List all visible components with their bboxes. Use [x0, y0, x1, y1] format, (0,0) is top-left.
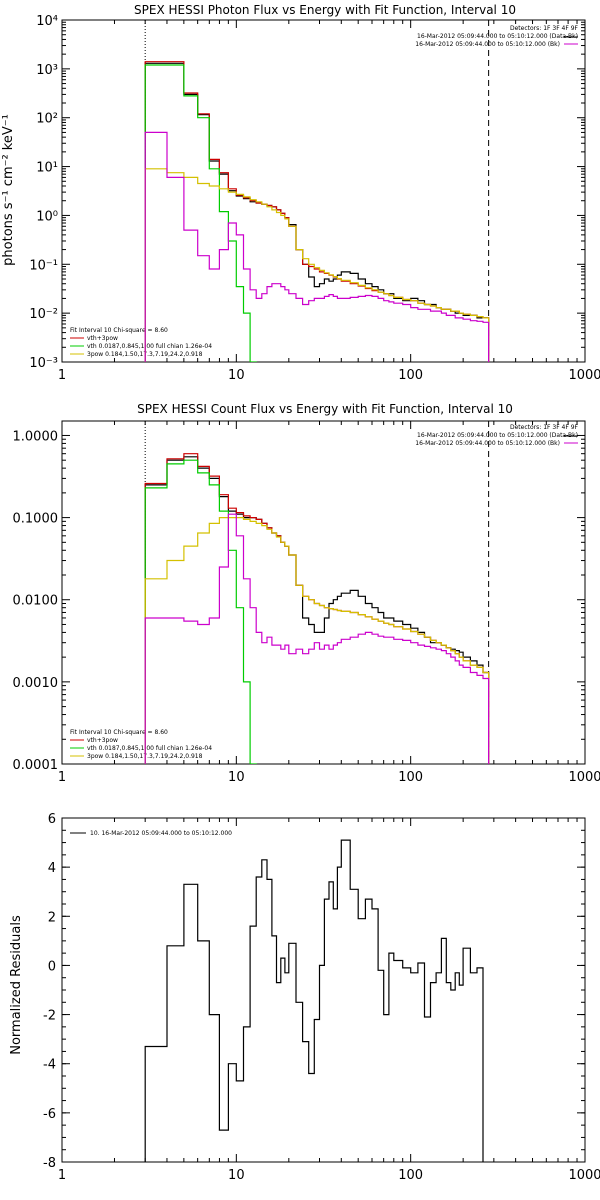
photon-header-line-1: Detectors: 1F 3F 4F 9F [510, 25, 579, 32]
x-tick-label: 1000 [568, 368, 600, 383]
count-header-line-1: Detectors: 1F 3F 4F 9F [510, 424, 579, 431]
count-flux-panel: SPEX HESSI Count Flux vs Energy with Fit… [70, 402, 579, 760]
y-tick-label: 4 [48, 861, 56, 876]
y-tick-label: 10⁴ [36, 14, 58, 29]
panel-3-plot: 1 10 100 1000 -8 -6 -4 -2 0 2 4 6 [43, 812, 600, 1183]
y-tick-label: 10³ [36, 63, 58, 78]
x-tick-label: 1 [58, 770, 66, 785]
panel-1-frame [61, 19, 586, 363]
panel-3-series [144, 839, 484, 1162]
count-flux-title: SPEX HESSI Count Flux vs Energy with Fit… [137, 402, 513, 416]
series-bk-line [144, 513, 490, 764]
y-tick-label: -8 [43, 1156, 56, 1171]
count-fit-legend-line-1: Fit Interval 10 Chi-square = 8.60 [70, 729, 168, 736]
photon-header-line-3: 16-Mar-2012 05:09:44.000 to 05:10:12.000… [415, 41, 560, 48]
y-tick-label: 10² [36, 112, 58, 127]
x-tick-label: 1 [58, 368, 66, 383]
y-tick-label: -6 [43, 1107, 56, 1122]
photon-fit-legend-line-2: vth+3pow [87, 335, 118, 342]
y-tick-label: 10⁻³ [29, 356, 58, 371]
count-fit-legend-line-3: vth 0.0187,0.845,1.00 full chian 1.26e-0… [87, 745, 212, 752]
x-tick-label: 1000 [568, 770, 600, 785]
y-tick-label: 10⁻¹ [29, 258, 58, 273]
y-tick-label: 0.0010 [13, 676, 59, 691]
residuals-panel: Normalized Residuals 10. 16-Mar-2012 05:… [9, 830, 232, 1055]
series-vth-line [144, 459, 257, 764]
residuals-ylabel: Normalized Residuals [9, 915, 24, 1055]
photon-fit-legend-line-3: vth 0.0187,0.845,1.00 full chian 1.26e-0… [87, 343, 212, 350]
x-tick-label: 1000 [568, 1168, 600, 1183]
y-tick-label: 6 [48, 812, 56, 827]
count-header-line-3: 16-Mar-2012 05:09:44.000 to 05:10:12.000… [415, 440, 560, 447]
series-bk-line [144, 131, 490, 362]
y-tick-label: 0 [48, 959, 56, 974]
x-tick-label: 10 [228, 368, 245, 383]
series-vth-line [144, 64, 257, 362]
panel-1-plot: 1 10 100 1000 10⁻³ 10⁻² 10⁻¹ 10⁰ 10¹ 10² 10³ 10⁴ [29, 14, 600, 383]
x-tick-label: 10 [228, 1168, 245, 1183]
y-tick-label: 1.0000 [13, 429, 59, 444]
count-header-line-2: 16-Mar-2012 05:09:44.000 to 05:10:12.000… [417, 432, 578, 439]
x-tick-label: 10 [228, 770, 245, 785]
y-tick-label: 0.1000 [13, 512, 59, 527]
photon-flux-panel: SPEX HESSI Photon Flux vs Energy with Fi… [1, 3, 579, 358]
y-tick-label: 10¹ [36, 161, 58, 176]
photon-fit-legend-line-1: Fit Interval 10 Chi-square = 8.60 [70, 327, 168, 334]
photon-header-line-2: 16-Mar-2012 05:09:44.000 to 05:10:12.000… [417, 33, 578, 40]
x-tick-label: 100 [398, 770, 423, 785]
y-tick-label: 0.0001 [13, 758, 59, 773]
y-tick-label: 0.0100 [13, 594, 59, 609]
y-tick-label: -2 [43, 1009, 56, 1024]
y-tick-label: -4 [43, 1058, 56, 1073]
y-tick-label: 10⁰ [36, 209, 58, 224]
panel-1-series [144, 61, 490, 362]
photon-flux-title: SPEX HESSI Photon Flux vs Energy with Fi… [134, 3, 516, 17]
y-tick-label: 10⁻² [29, 307, 58, 322]
x-tick-label: 1 [58, 1168, 66, 1183]
panel-2-series [144, 453, 490, 764]
y-tick-label: 2 [48, 910, 56, 925]
series-3pow-line [144, 168, 490, 362]
series-residuals-line [144, 839, 484, 1162]
residuals-legend-text: 10. 16-Mar-2012 05:09:44.000 to 05:10:12… [90, 830, 232, 837]
panel-3-frame [61, 817, 586, 1163]
count-fit-legend-line-2: vth+3pow [87, 737, 118, 744]
photon-flux-ylabel: photons s⁻¹ cm⁻² keV⁻¹ [1, 114, 16, 266]
panel-2-plot: 1 10 100 1000 0.0001 0.0010 0.0100 0.1000 1.0000 [13, 420, 600, 785]
x-tick-label: 100 [398, 1168, 423, 1183]
series-3pow-line [144, 517, 490, 764]
x-tick-label: 100 [398, 368, 423, 383]
panel-2-frame [61, 420, 586, 765]
